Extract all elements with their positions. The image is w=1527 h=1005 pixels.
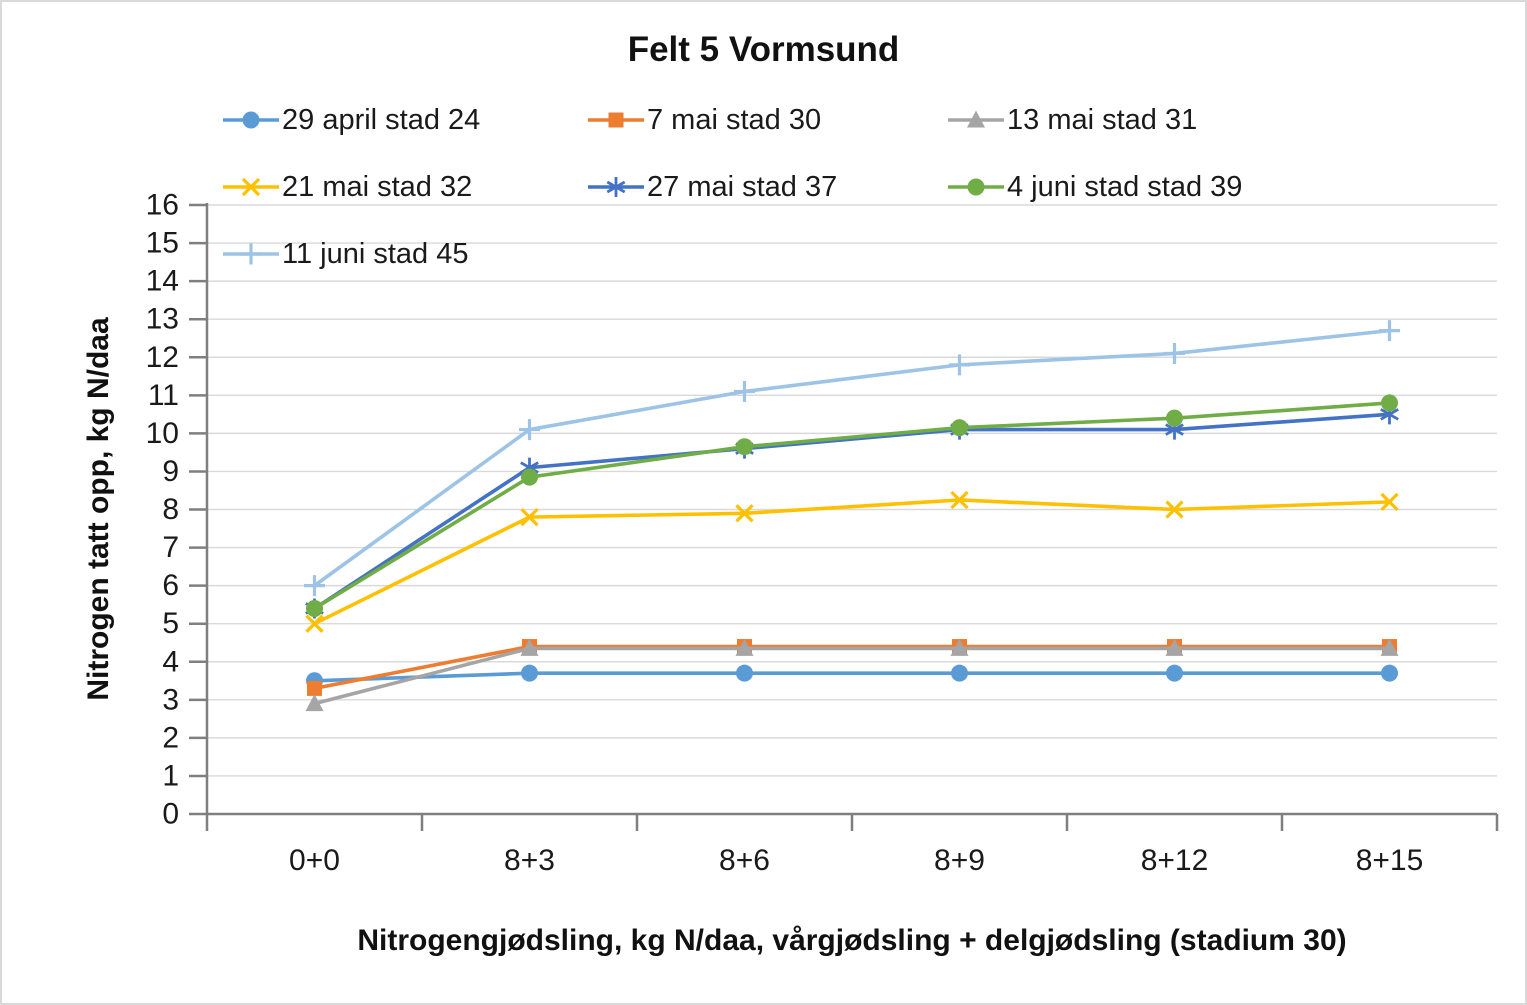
- data-point-marker: [608, 112, 624, 128]
- x-tick-label: 0+0: [289, 844, 340, 877]
- data-point-marker: [951, 419, 968, 437]
- legend-label: 29 april stad 24: [282, 103, 481, 136]
- series-line: [312, 646, 1392, 706]
- series-2: [305, 638, 1399, 712]
- data-point-marker: [734, 381, 755, 403]
- y-tick-label: 7: [162, 531, 179, 564]
- x-axis-title: Nitrogengjødsling, kg N/daa, vårgjødslin…: [357, 924, 1347, 957]
- data-point-marker: [949, 354, 970, 376]
- y-tick-label: 14: [146, 265, 179, 298]
- legend-item: 7 mai stad 30: [587, 98, 947, 142]
- y-tick-label: 2: [162, 721, 179, 754]
- data-point-marker: [305, 614, 324, 633]
- data-point-marker: [950, 490, 969, 510]
- series-5: [306, 394, 1398, 617]
- legend-label: 13 mai stad 31: [1007, 103, 1198, 136]
- y-tick-label: 16: [146, 189, 179, 222]
- series-line: [312, 412, 1392, 611]
- legend-item: 21 mai stad 32: [222, 165, 587, 209]
- data-point-marker: [967, 178, 985, 196]
- series-0: [306, 664, 1398, 690]
- series-6: [304, 320, 1400, 597]
- data-point-marker: [1381, 394, 1398, 412]
- data-point-marker: [1380, 638, 1399, 656]
- data-point-marker: [521, 664, 538, 682]
- legend-item: 13 mai stad 31: [947, 98, 1402, 142]
- chart-title: Felt 5 Vormsund: [627, 30, 900, 69]
- x-tick-label: 8+9: [934, 844, 985, 877]
- data-point-marker: [736, 438, 753, 456]
- data-point-marker: [1165, 500, 1184, 519]
- y-tick-label: 6: [162, 569, 179, 602]
- y-tick-label: 11: [148, 379, 179, 412]
- legend-label: 7 mai stad 30: [647, 103, 822, 136]
- data-point-marker: [1166, 664, 1183, 682]
- legend-item: 11 juni stad 45: [222, 232, 587, 276]
- y-tick-label: 10: [146, 417, 179, 450]
- data-point-marker: [241, 177, 261, 197]
- data-point-marker: [967, 110, 985, 128]
- legend-marker-icon: [223, 177, 279, 197]
- legend-label: 4 juni stad stad 39: [1007, 170, 1243, 203]
- data-point-marker: [1165, 638, 1184, 656]
- y-tick-label: 9: [162, 455, 179, 488]
- data-point-marker: [606, 177, 626, 197]
- data-point-marker: [520, 638, 539, 656]
- y-tick-label: 4: [162, 645, 179, 678]
- x-tick-label: 8+15: [1356, 844, 1424, 877]
- data-point-marker: [735, 638, 754, 656]
- data-point-marker: [1380, 492, 1399, 512]
- legend-marker-icon: [588, 112, 644, 128]
- y-tick-label: 0: [162, 798, 179, 831]
- legend-label: 27 mai stad 37: [647, 170, 838, 203]
- x-tick-label: 8+3: [504, 844, 555, 877]
- legend-item: 4 juni stad stad 39: [947, 165, 1402, 209]
- data-point-marker: [950, 638, 969, 656]
- data-point-marker: [736, 664, 753, 682]
- x-tick-label: 8+12: [1141, 844, 1209, 877]
- legend-marker-icon: [223, 243, 279, 265]
- legend-item: 27 mai stad 37: [587, 165, 947, 209]
- data-point-marker: [307, 680, 322, 696]
- series-line: [312, 644, 1392, 691]
- y-tick-label: 15: [146, 227, 179, 260]
- data-point-marker: [520, 507, 539, 527]
- y-tick-label: 13: [146, 303, 179, 336]
- data-point-marker: [306, 599, 323, 617]
- data-point-marker: [304, 575, 325, 597]
- y-tick-label: 1: [162, 759, 179, 792]
- legend-item: 29 april stad 24: [222, 98, 587, 142]
- data-point-marker: [242, 111, 260, 129]
- data-point-marker: [1164, 342, 1185, 364]
- series-3: [305, 490, 1399, 633]
- y-tick-label: 8: [162, 493, 179, 526]
- legend-label: 21 mai stad 32: [282, 170, 473, 203]
- data-point-marker: [240, 243, 262, 265]
- data-point-marker: [735, 504, 754, 523]
- series-line: [312, 401, 1392, 611]
- x-tick-label: 8+6: [719, 844, 770, 877]
- legend-marker-icon: [588, 177, 644, 197]
- data-point-marker: [951, 664, 968, 682]
- data-point-marker: [1166, 409, 1183, 427]
- legend-label: 11 juni stad 45: [282, 237, 469, 270]
- series-line: [312, 498, 1392, 626]
- data-point-marker: [1379, 320, 1400, 342]
- legend-marker-icon: [948, 178, 1004, 196]
- series-line: [312, 671, 1392, 683]
- chart-legend: 29 april stad 24 7 mai stad 30 13 mai stad…: [222, 98, 1402, 276]
- y-tick-label: 12: [146, 341, 179, 374]
- y-tick-label: 3: [162, 683, 179, 716]
- data-point-marker: [521, 468, 538, 486]
- series-line: [312, 328, 1392, 588]
- data-point-marker: [305, 694, 324, 712]
- y-axis-title: Nitrogen tatt opp, kg N/daa: [82, 317, 115, 701]
- y-tick-label: 5: [162, 607, 179, 640]
- data-point-marker: [519, 419, 540, 441]
- data-point-marker: [1381, 664, 1398, 682]
- legend-marker-icon: [223, 111, 279, 129]
- legend-marker-icon: [948, 110, 1004, 128]
